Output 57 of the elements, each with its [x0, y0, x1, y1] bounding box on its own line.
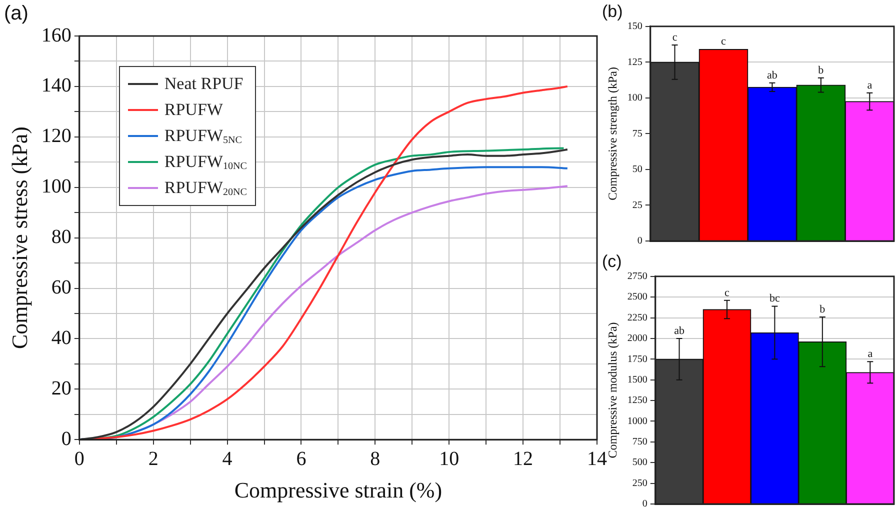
data-label: a	[867, 79, 872, 92]
y-tick-label: 120	[41, 125, 72, 148]
x-tick-label: 6	[296, 448, 306, 470]
y-tick-label: 100	[41, 176, 72, 198]
y-tick-label: 1250	[627, 395, 648, 406]
y-tick-label: 40	[51, 326, 72, 349]
y-axis-title: Compressive modulus (kPa)	[605, 322, 620, 458]
y-tick-label: 0	[637, 236, 642, 247]
y-tick-label: 500	[632, 457, 648, 468]
y-tick-label: 75	[632, 128, 642, 140]
data-label: bc	[770, 292, 780, 305]
x-tick-label: 8	[370, 448, 380, 470]
y-tick-label: 80	[51, 226, 72, 248]
y-tick-label: 0	[61, 428, 72, 450]
y-tick-label: 50	[632, 164, 642, 176]
data-label: a	[868, 348, 873, 360]
x-axis-title: Compressive strain (%)	[234, 478, 442, 503]
x-tick-label: 14	[587, 448, 607, 470]
y-tick-label: 160	[41, 24, 72, 46]
y-tick-label: 0	[642, 498, 648, 510]
data-label: c	[672, 31, 678, 44]
y-tick-label: 1750	[627, 354, 648, 365]
data-label: ab	[674, 324, 685, 337]
legend-label: RPUFW$_{5NC}$	[164, 126, 242, 146]
y-tick-label: 140	[41, 74, 72, 97]
y-tick-label: 25	[632, 200, 642, 211]
chart-title: (c)	[602, 252, 622, 271]
y-tick-label: 2000	[627, 333, 648, 344]
y-tick-label: 1000	[627, 416, 648, 427]
x-tick-label: 4	[222, 448, 232, 470]
y-tick-label: 60	[51, 276, 72, 298]
legend-label: RPUFW$_{10NC}$	[164, 152, 247, 172]
data-label: c	[721, 36, 726, 48]
legend-label: RPUFW	[164, 100, 223, 120]
y-tick-label: 100	[627, 92, 642, 104]
y-axis-title: Compressive strength (kPa)	[605, 67, 620, 200]
y-tick-label: 750	[632, 436, 648, 448]
legend-label: RPUFW$_{20NC}$	[164, 178, 247, 198]
y-tick-label: 150	[627, 21, 642, 32]
y-tick-label: 20	[51, 377, 72, 400]
y-tick-label: 2500	[627, 292, 648, 303]
y-axis-title: Compressive stress (kPa)	[6, 126, 32, 350]
y-tick-label: 1500	[627, 374, 648, 386]
y-tick-label: 2750	[627, 271, 648, 282]
x-tick-label: 12	[513, 448, 534, 470]
data-label: ab	[767, 69, 778, 82]
data-label: c	[724, 286, 730, 299]
data-label: b	[820, 303, 826, 316]
chart-title: (a)	[4, 2, 28, 25]
y-tick-label: 250	[632, 478, 648, 489]
x-tick-label: 10	[439, 448, 460, 470]
y-tick-label: 2250	[627, 312, 648, 324]
x-tick-label: 2	[148, 448, 158, 470]
y-tick-label: 125	[627, 56, 642, 68]
legend-label: Neat RPUF	[164, 74, 244, 94]
data-label: b	[818, 64, 824, 76]
chart-title: (b)	[602, 2, 623, 21]
